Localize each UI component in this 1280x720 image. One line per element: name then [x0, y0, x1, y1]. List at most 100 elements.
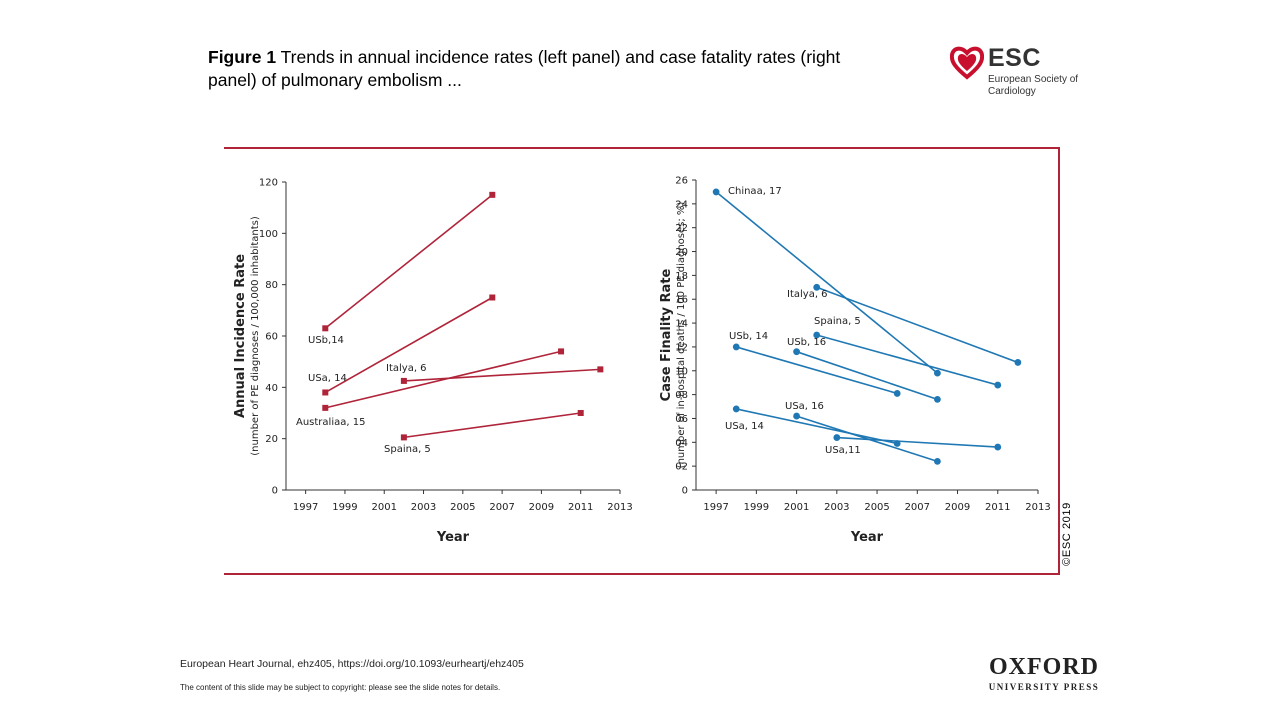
series-label: USa, 16 [785, 401, 824, 412]
data-point [793, 348, 800, 356]
series-line [403, 412, 581, 439]
series-label: Chinaa, 17 [728, 186, 782, 197]
y-tick-label: 16 [675, 295, 688, 306]
data-point [893, 390, 901, 397]
series-line [816, 286, 1019, 364]
x-tick-label: 2003 [411, 502, 436, 513]
series-line [816, 334, 998, 386]
y-axis-sublabel: (number of in-hospital deaths / 100 PE d… [676, 202, 687, 469]
publisher-subname: UNIVERSITY PRESS [988, 682, 1100, 692]
series-line [715, 191, 938, 374]
oxford-logo: OXFORD UNIVERSITY PRESS [984, 654, 1104, 692]
data-point [994, 443, 1002, 451]
x-tick-label: 2013 [607, 502, 632, 513]
x-tick-label: 2011 [568, 502, 593, 513]
x-tick-label: 1999 [332, 502, 357, 513]
esc-full-name: European Society of Cardiology [988, 74, 1079, 97]
y-tick-label: 24 [675, 199, 688, 210]
y-axis-sublabel: (number of PE diagnoses / 100,000 inhabi… [250, 216, 261, 456]
data-point [994, 381, 1002, 389]
figure-caption: Trends in annual incidence rates (left p… [208, 47, 841, 90]
data-point [813, 283, 821, 291]
x-tick-label: 2011 [985, 502, 1010, 513]
x-tick-label: 2005 [450, 502, 475, 513]
copyright-text: ©ESC 2019 [1060, 502, 1073, 566]
figure-label: Figure 1 [208, 47, 277, 67]
data-point [400, 434, 407, 441]
y-tick-label: 20 [265, 434, 278, 445]
x-tick-label: 2005 [864, 502, 889, 513]
x-tick-label: 2009 [529, 502, 554, 513]
data-point [793, 412, 800, 420]
y-tick-label: 100 [259, 229, 278, 240]
series-line [324, 194, 493, 329]
y-tick-label: 18 [675, 271, 688, 282]
y-tick-label: 0 [272, 486, 278, 497]
x-tick-label: 1997 [293, 502, 318, 513]
x-tick-label: 2007 [905, 502, 930, 513]
data-point [833, 434, 841, 441]
esc-abbreviation: ESC [988, 44, 1041, 72]
y-axis-label: Annual Incidence Rate [233, 254, 248, 418]
y-tick-label: 40 [265, 383, 278, 394]
copyright-notice: ©ESC 2019 [1061, 500, 1075, 572]
series-label: Spaina, 5 [384, 444, 431, 455]
series-label: USb,14 [308, 335, 344, 346]
y-axis-label: Case Finality Rate [659, 268, 674, 401]
data-point [934, 369, 941, 377]
series-label: USb, 14 [729, 331, 768, 342]
x-axis-label: Year [436, 530, 470, 545]
x-tick-label: 1997 [703, 502, 728, 513]
y-tick-label: 22 [675, 223, 688, 234]
publisher-name: OXFORD [989, 654, 1099, 680]
series-label: USa,11 [825, 445, 861, 456]
data-point [597, 366, 604, 373]
y-tick-label: 26 [675, 176, 688, 187]
x-tick-label: 2003 [824, 502, 849, 513]
y-tick-label: 08 [675, 390, 688, 401]
y-tick-label: 60 [265, 332, 278, 343]
data-point [400, 377, 407, 384]
data-point [1014, 359, 1022, 366]
y-tick-label: 120 [259, 178, 278, 189]
series-label: Spaina, 5 [814, 316, 861, 327]
series-line [796, 350, 938, 401]
y-tick-label: 80 [265, 280, 278, 291]
series-label: Australiaa, 15 [296, 417, 365, 428]
data-point [732, 405, 740, 413]
data-point [577, 410, 584, 416]
series-line [736, 346, 898, 395]
series-line [836, 436, 998, 448]
y-tick-label: 02 [675, 462, 688, 473]
data-point [322, 389, 329, 396]
y-tick-label: 10 [675, 366, 688, 377]
esc-logo: ESC European Society of Cardiology [950, 42, 1090, 102]
esc-heart-icon [950, 46, 984, 80]
x-tick-label: 2009 [945, 502, 970, 513]
data-point [322, 325, 329, 332]
series-line [403, 368, 601, 382]
data-point [558, 348, 565, 355]
data-point [489, 294, 496, 301]
y-tick-label: 20 [675, 247, 688, 258]
x-tick-label: 2001 [372, 502, 397, 513]
incidence-rate-panel: 0 20 40 60 80 100 120 1997 1999 2001 2003 2005 2007 2… [233, 178, 633, 546]
data-point [934, 457, 941, 465]
y-tick-label: 06 [675, 414, 688, 425]
series-line [736, 408, 898, 445]
series-label: Italya, 6 [386, 363, 427, 374]
slide-title: Figure 1 Trends in annual incidence rate… [208, 46, 848, 92]
data-point [732, 343, 740, 351]
data-point [813, 331, 821, 339]
y-tick-label: 0 [682, 486, 688, 497]
journal-citation: European Heart Journal, ehz405, https://… [180, 658, 524, 670]
figure-frame [224, 147, 1060, 575]
case-fatality-panel: 0 02 04 06 08 10 12 14 16 18 20 22 24 26 1997 1999 2001 2… [659, 176, 1051, 546]
y-tick-label: 04 [675, 438, 688, 449]
series-label: USa, 14 [725, 421, 764, 432]
data-point [322, 404, 329, 411]
data-point [712, 188, 720, 196]
copyright-note: The content of this slide may be subject… [180, 683, 501, 692]
x-tick-label: 2001 [784, 502, 809, 513]
